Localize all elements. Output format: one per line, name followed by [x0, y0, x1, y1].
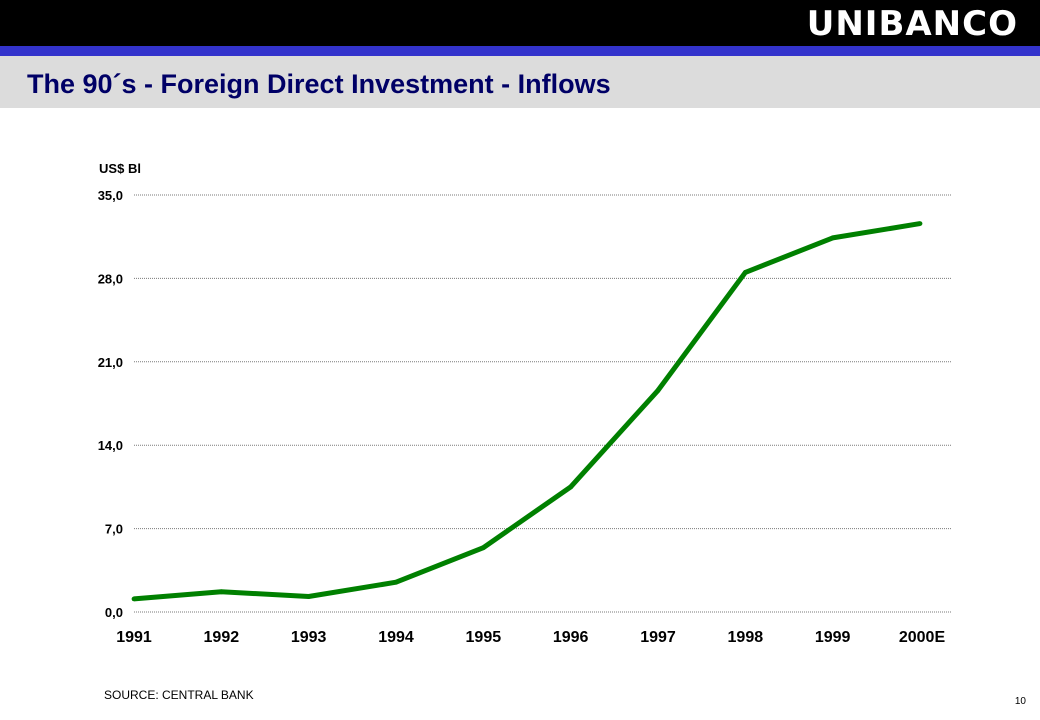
y-axis-label: US$ Bl	[99, 161, 141, 176]
x-tick-label: 1994	[378, 629, 414, 646]
x-tick-label: 1996	[553, 629, 589, 646]
data-point	[393, 579, 399, 585]
data-point	[131, 596, 137, 602]
x-tick-label: 1991	[116, 629, 152, 646]
x-tick-label: 2000E	[899, 629, 946, 646]
x-tick-label: 1992	[204, 629, 240, 646]
x-tick-label: 1997	[640, 629, 676, 646]
data-point	[830, 235, 836, 241]
x-tick-label: 1995	[466, 629, 502, 646]
data-point	[917, 221, 923, 226]
y-tick-label: 35,0	[98, 188, 123, 203]
y-tick-label: 21,0	[98, 355, 123, 370]
x-tick-label: 1993	[291, 629, 327, 646]
data-point	[218, 589, 224, 595]
y-tick-label: 0,0	[105, 605, 123, 620]
page-title: The 90´s - Foreign Direct Investment - I…	[27, 69, 611, 99]
title-band	[0, 56, 1040, 108]
unibanco-logo: UNIBANCO	[806, 4, 1018, 44]
series-line	[133, 221, 921, 602]
data-point	[306, 594, 312, 599]
accent-line	[0, 46, 1040, 56]
data-point	[480, 545, 486, 551]
x-tick-label: 1998	[728, 629, 764, 646]
x-tick-label: 1999	[815, 629, 851, 646]
y-tick-label: 14,0	[98, 438, 123, 453]
page-number: 10	[1014, 696, 1026, 707]
data-point	[655, 387, 661, 393]
top-bar	[0, 0, 1040, 46]
data-point	[742, 270, 748, 275]
data-point	[568, 484, 574, 490]
source-note: SOURCE: CENTRAL BANK	[104, 688, 254, 702]
y-tick-label: 28,0	[98, 271, 123, 286]
y-tick-label: 7,0	[105, 522, 123, 537]
